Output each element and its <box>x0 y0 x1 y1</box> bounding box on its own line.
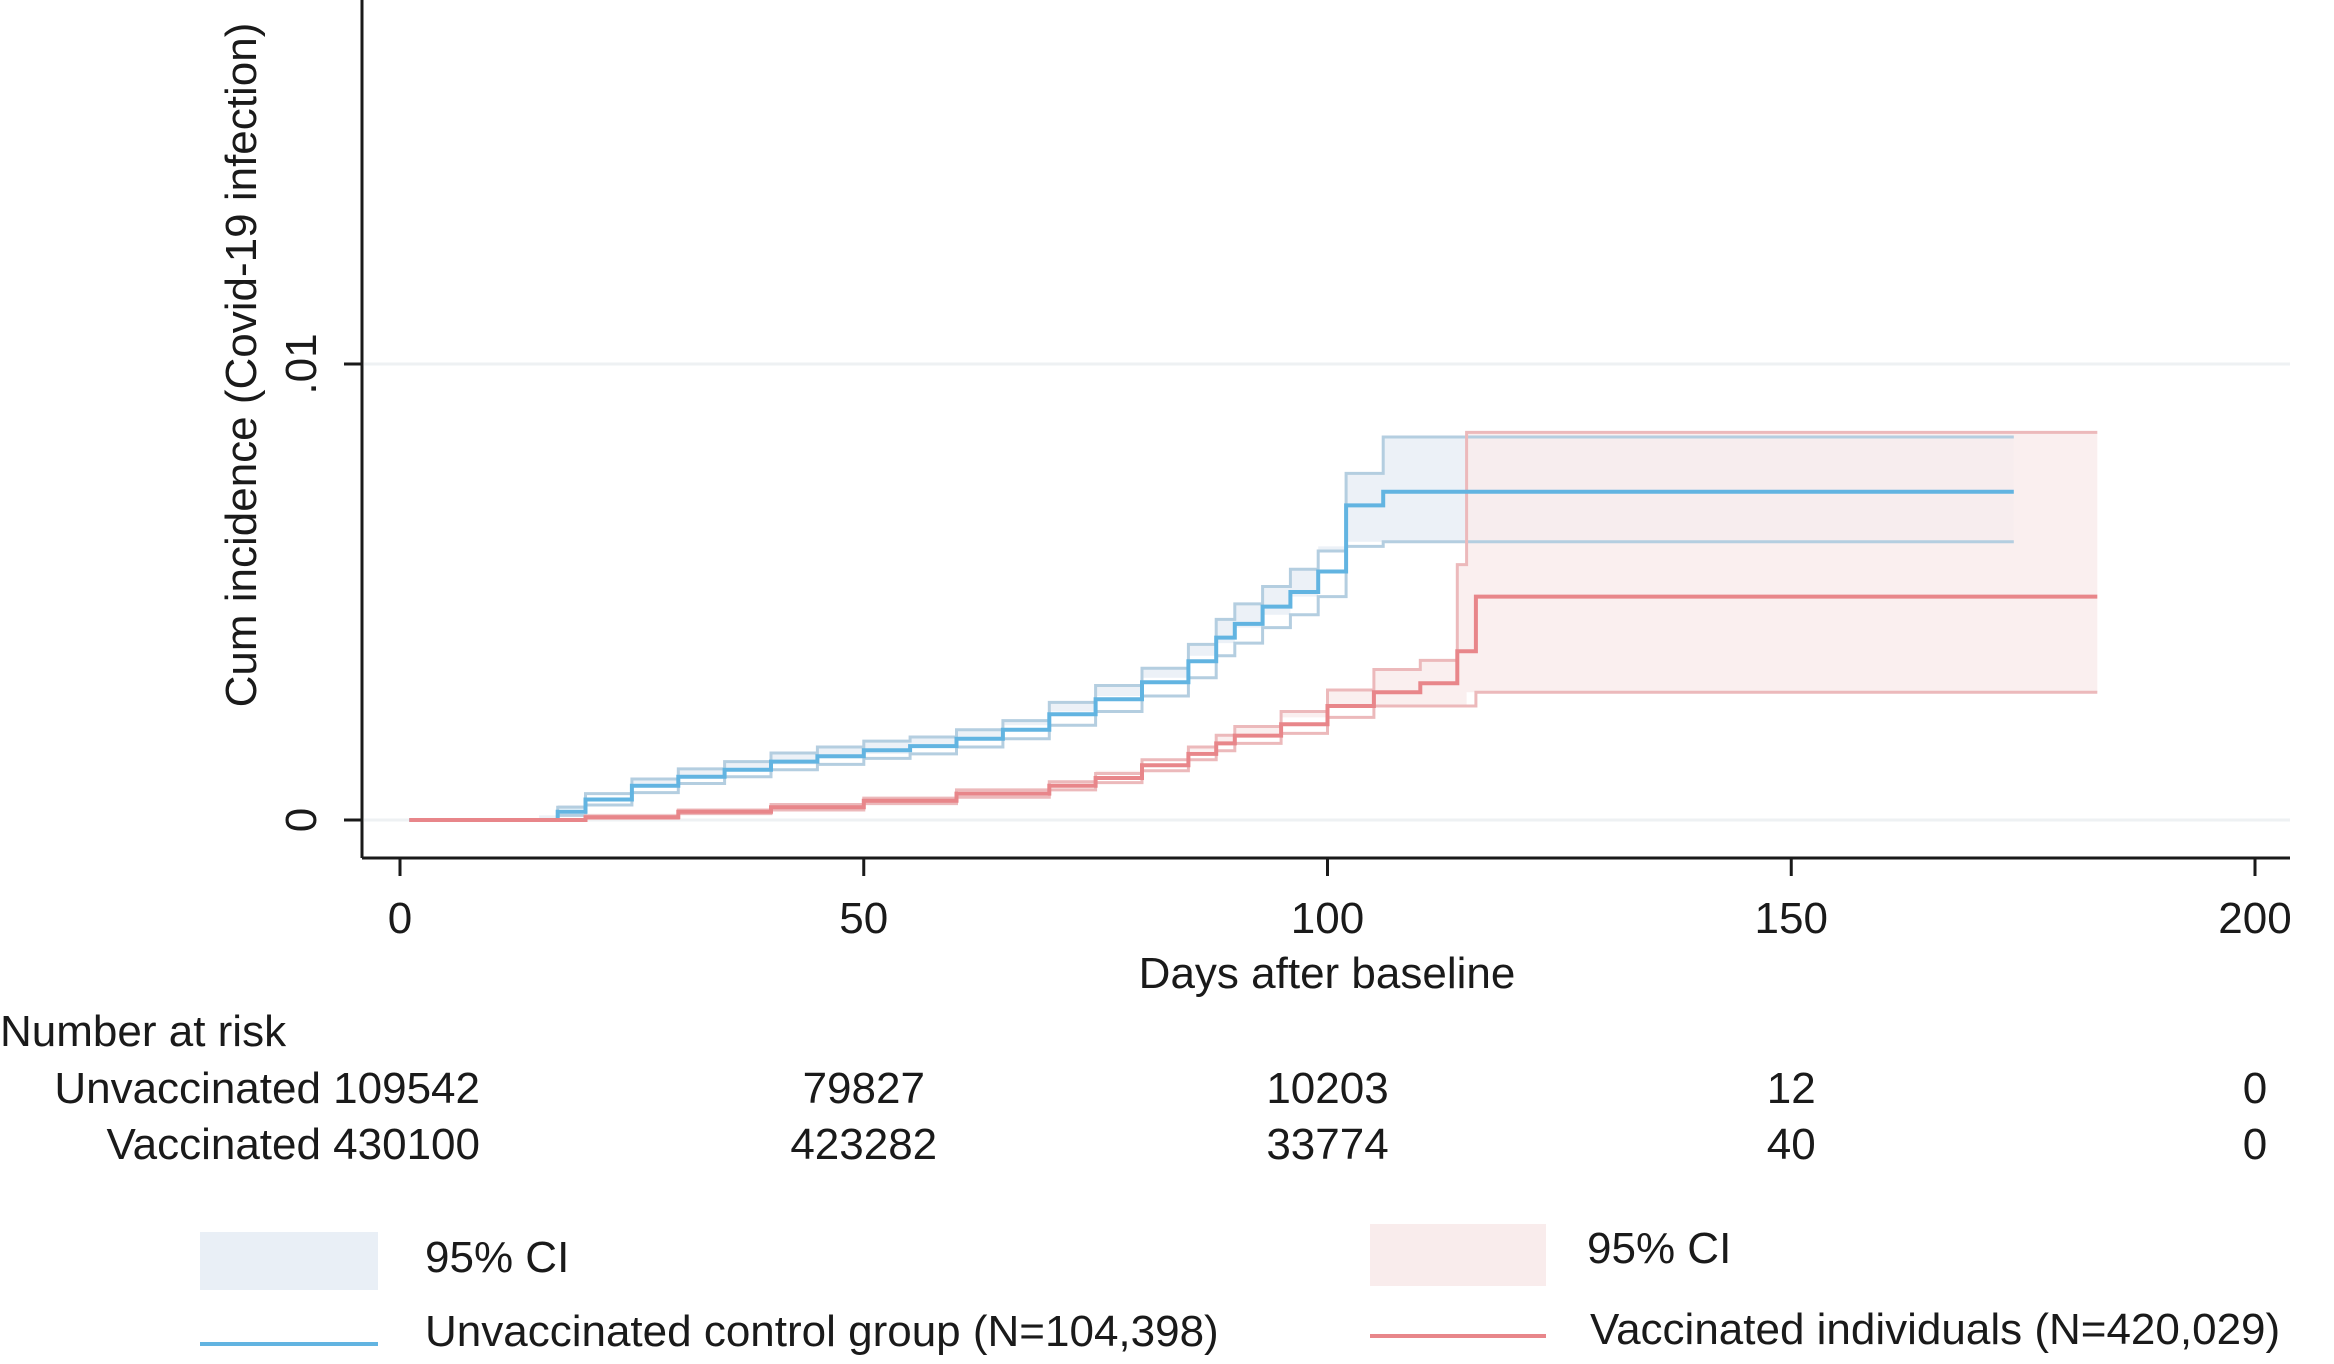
x-axis-title: Days after baseline <box>1139 949 1516 998</box>
risk-row-vaccinated: Vaccinated 430100 <box>107 1120 480 1169</box>
x-tick-label-1: 50 <box>839 894 888 943</box>
risk-value-r1-c4: 0 <box>2243 1120 2267 1169</box>
risk-value-r0-c1: 79827 <box>803 1064 925 1113</box>
y-tick-label-0: 0 <box>277 808 326 832</box>
legend-ci-label-1: 95% CI <box>1587 1224 1731 1273</box>
x-tick-label-2: 100 <box>1291 894 1364 943</box>
x-tick-label-3: 150 <box>1755 894 1828 943</box>
legend-ci-swatch-1 <box>1370 1224 1546 1286</box>
risk-table-title: Number at risk <box>0 1007 287 1056</box>
legend-series-label-0: Unvaccinated control group (N=104,398) <box>425 1307 1219 1356</box>
x-tick-label-0: 0 <box>388 894 412 943</box>
risk-value-r1-c3: 40 <box>1767 1120 1816 1169</box>
risk-row-unvaccinated: Unvaccinated 109542 <box>54 1064 480 1113</box>
risk-value-r1-c1: 423282 <box>790 1120 937 1169</box>
ci-band-series-1 <box>409 432 2098 820</box>
line-series-0 <box>409 489 2014 822</box>
risk-value-r0-c2: 10203 <box>1266 1064 1388 1113</box>
risk-value-r1-c2: 33774 <box>1266 1120 1388 1169</box>
ci-lower-series-1 <box>409 690 2098 822</box>
risk-value-r0-c4: 0 <box>2243 1064 2267 1113</box>
legend-series-label-1: Vaccinated individuals (N=420,029) <box>1590 1305 2280 1354</box>
y-axis-title: Cum incidence (Covid-19 infection) <box>217 23 266 708</box>
ci-upper-series-0 <box>409 435 2014 822</box>
legend-ci-label-0: 95% CI <box>425 1233 569 1282</box>
y-tick-label-1: .01 <box>277 333 326 394</box>
x-tick-label-4: 200 <box>2218 894 2291 943</box>
legend-ci-swatch-0 <box>200 1232 378 1290</box>
risk-value-r0-c3: 12 <box>1767 1064 1816 1113</box>
line-series-1 <box>409 594 2098 822</box>
